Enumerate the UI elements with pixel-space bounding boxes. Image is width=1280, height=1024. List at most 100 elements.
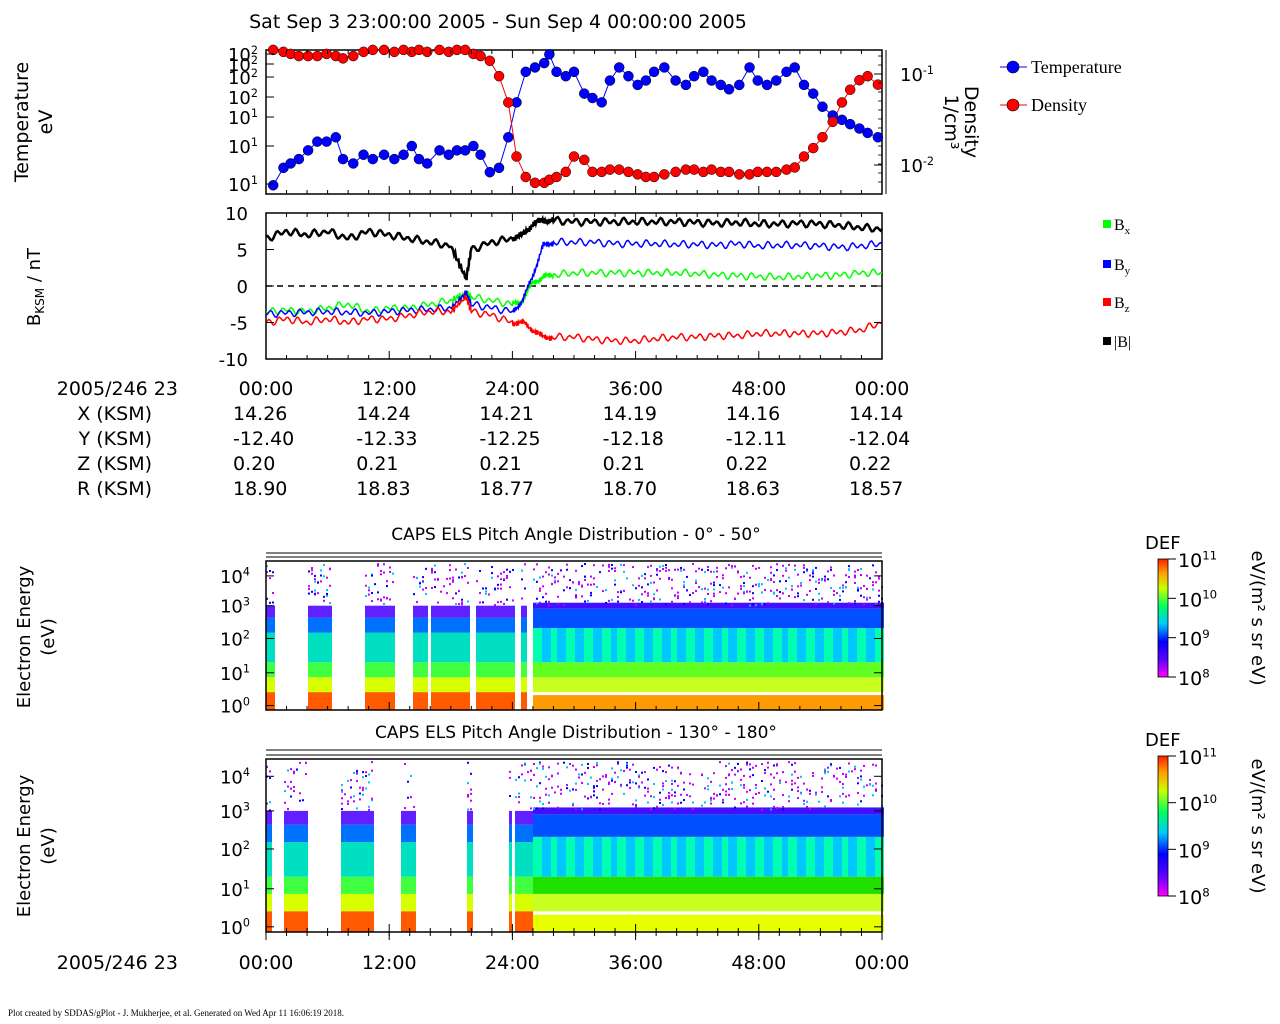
spectrogram-cell xyxy=(269,605,272,618)
spectrogram-noise-cell xyxy=(500,587,502,590)
spectrogram-noise-cell xyxy=(371,600,373,603)
spectrogram-noise-cell xyxy=(446,592,448,595)
spectrogram-noise-cell xyxy=(674,594,676,597)
spectrogram-cell xyxy=(422,605,425,618)
spectrogram-cell xyxy=(650,814,653,837)
spectrogram-cell xyxy=(731,695,734,710)
spectrogram-cell xyxy=(707,662,710,678)
spectrogram-cell xyxy=(551,914,554,932)
spectrogram-cell xyxy=(530,876,533,894)
spectrogram-noise-cell xyxy=(386,597,388,600)
spectrogram-cell xyxy=(434,692,437,710)
spectrogram-cell xyxy=(353,842,356,877)
spectrogram-cell xyxy=(827,893,830,912)
legend-swatch xyxy=(1103,337,1111,345)
spectrogram-noise-cell xyxy=(653,807,655,810)
spectrogram-noise-cell xyxy=(593,564,595,567)
spectrogram-cell xyxy=(512,605,515,618)
spectrogram-noise-cell xyxy=(812,570,814,573)
spectrogram-noise-cell xyxy=(587,599,589,602)
spectrogram-cell xyxy=(551,836,554,877)
spectrogram-cell xyxy=(836,695,839,710)
spectrogram-cell xyxy=(863,677,866,693)
spectrogram-cell xyxy=(737,695,740,710)
spectrogram-cell xyxy=(620,876,623,894)
spectrogram-noise-cell xyxy=(758,585,760,588)
spectrogram-cell xyxy=(551,893,554,912)
spectrogram-noise-cell xyxy=(320,574,322,577)
spectrogram-noise-cell xyxy=(611,777,613,780)
spectrogram-cell xyxy=(755,677,758,693)
energy-tick-label: 102 xyxy=(220,839,250,861)
spectrogram-cell xyxy=(479,632,482,663)
spectrogram-cell xyxy=(461,662,464,678)
spectrogram-cell xyxy=(644,914,647,932)
spectrogram-cell xyxy=(803,662,806,678)
spectrogram-cell xyxy=(614,608,617,629)
spectrogram-cell xyxy=(269,810,272,825)
spectrogram-cell xyxy=(824,836,827,877)
spectrogram-cell xyxy=(647,807,650,815)
spectrogram-cell xyxy=(497,677,500,693)
spectrogram-cell xyxy=(791,662,794,678)
spectrogram-cell xyxy=(863,893,866,912)
spectrogram-cell xyxy=(827,628,830,663)
spectrogram-noise-cell xyxy=(731,566,733,569)
spectrogram-cell xyxy=(623,814,626,837)
spectrogram-cell xyxy=(773,836,776,877)
spectrogram-cell xyxy=(878,914,881,932)
spectrogram-cell xyxy=(350,842,353,877)
spectrogram-cell xyxy=(521,692,524,710)
spectrogram-cell xyxy=(587,836,590,877)
spectrogram-noise-cell xyxy=(566,586,568,589)
spectrogram-cell xyxy=(764,876,767,894)
spectrogram-cell xyxy=(878,695,881,710)
spectrogram-noise-cell xyxy=(575,596,577,599)
spectrogram-cell xyxy=(596,814,599,837)
spectrogram-noise-cell xyxy=(689,601,691,604)
legend-label: Bx xyxy=(1114,217,1131,237)
spectrogram-cell xyxy=(548,677,551,693)
spectrogram-cell xyxy=(824,695,827,710)
spectrogram-cell xyxy=(269,824,272,843)
spectrogram-cell xyxy=(752,876,755,894)
spectrogram-cell xyxy=(776,814,779,837)
spectrogram-cell xyxy=(824,677,827,693)
spectrogram-cell xyxy=(503,692,506,710)
spectrogram-cell xyxy=(758,602,761,609)
temperature-point xyxy=(734,79,745,91)
spectrogram-cell xyxy=(749,628,752,663)
spectrogram-cell xyxy=(665,807,668,815)
spectrogram-noise-cell xyxy=(713,595,715,598)
spectrogram-cell xyxy=(443,632,446,663)
spectrogram-noise-cell xyxy=(584,578,586,581)
spectrogram-cell xyxy=(752,608,755,629)
spectrogram-cell xyxy=(467,617,470,633)
spectrogram-noise-cell xyxy=(857,782,859,785)
spectrogram-noise-cell xyxy=(617,762,619,765)
spectrogram-cell xyxy=(467,824,470,843)
spectrogram-noise-cell xyxy=(323,599,325,602)
spectrogram-cell xyxy=(506,692,509,710)
spectrogram-cell xyxy=(806,628,809,663)
ephemeris-value: -12.33 xyxy=(356,428,417,450)
spectrogram-noise-cell xyxy=(695,579,697,582)
spectrogram-cell xyxy=(629,628,632,663)
spectrogram-noise-cell xyxy=(755,583,757,586)
spectrogram-cell xyxy=(581,893,584,912)
spectrogram-cell xyxy=(857,608,860,629)
spectrogram-noise-cell xyxy=(689,773,691,776)
spectrogram-cell xyxy=(782,662,785,678)
spectrogram-noise-cell xyxy=(632,584,634,587)
spectrogram-noise-cell xyxy=(827,770,829,773)
temperature-point xyxy=(781,66,792,78)
legend-density-label: Density xyxy=(1031,95,1087,115)
colorbar-title: DEF xyxy=(1145,533,1181,554)
spectrogram-cell xyxy=(773,807,776,815)
spectrogram-cell xyxy=(854,628,857,663)
spectrogram-cell xyxy=(572,836,575,877)
spectrogram-noise-cell xyxy=(584,563,586,566)
spectrogram-noise-cell xyxy=(590,795,592,798)
